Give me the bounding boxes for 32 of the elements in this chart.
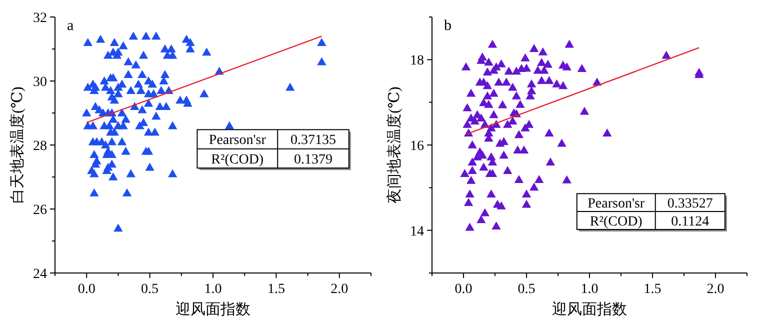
annotation: Pearson'sr [208, 133, 266, 148]
x-axis-title: 迎风面指数 [552, 301, 627, 318]
x-tick-label: 0.5 [141, 282, 159, 297]
y-tick-label: 32 [33, 11, 47, 26]
y-tick-label: 14 [410, 224, 424, 240]
x-tick-label: 0.5 [518, 282, 536, 297]
x-tick-label: 2.0 [330, 282, 348, 297]
annotation: R²(COD) [211, 152, 264, 168]
y-axis-title: 夜间地表温度(℃) [386, 86, 403, 204]
annotation: 0.37135 [290, 133, 336, 148]
annotation: 0.1124 [671, 214, 710, 230]
y-tick-label: 26 [33, 203, 47, 218]
x-tick-label: 0.0 [78, 282, 96, 297]
x-tick-label: 1.5 [644, 282, 662, 297]
y-tick-label: 30 [33, 75, 47, 90]
annotation: 0.1379 [294, 152, 332, 168]
y-tick-label: 16 [410, 139, 424, 154]
annotation: Pearson'sr [588, 196, 645, 212]
x-tick-label: 2.0 [706, 282, 724, 297]
y-tick-label: 18 [410, 54, 424, 69]
chart-title: a [67, 18, 74, 34]
x-axis-title: 迎风面指数 [176, 301, 250, 318]
annotation: 0.33527 [667, 196, 713, 212]
chart-title: b [444, 18, 452, 34]
x-tick-label: 1.0 [204, 282, 222, 297]
y-tick-label: 28 [33, 139, 47, 154]
annotation: R²(COD) [590, 214, 643, 230]
y-tick-label: 24 [33, 267, 47, 282]
x-tick-label: 1.0 [580, 282, 598, 297]
x-tick-label: 1.5 [267, 282, 285, 297]
x-tick-label: 0.0 [454, 282, 472, 297]
y-axis-title: 白天地表温度(℃) [9, 86, 26, 204]
